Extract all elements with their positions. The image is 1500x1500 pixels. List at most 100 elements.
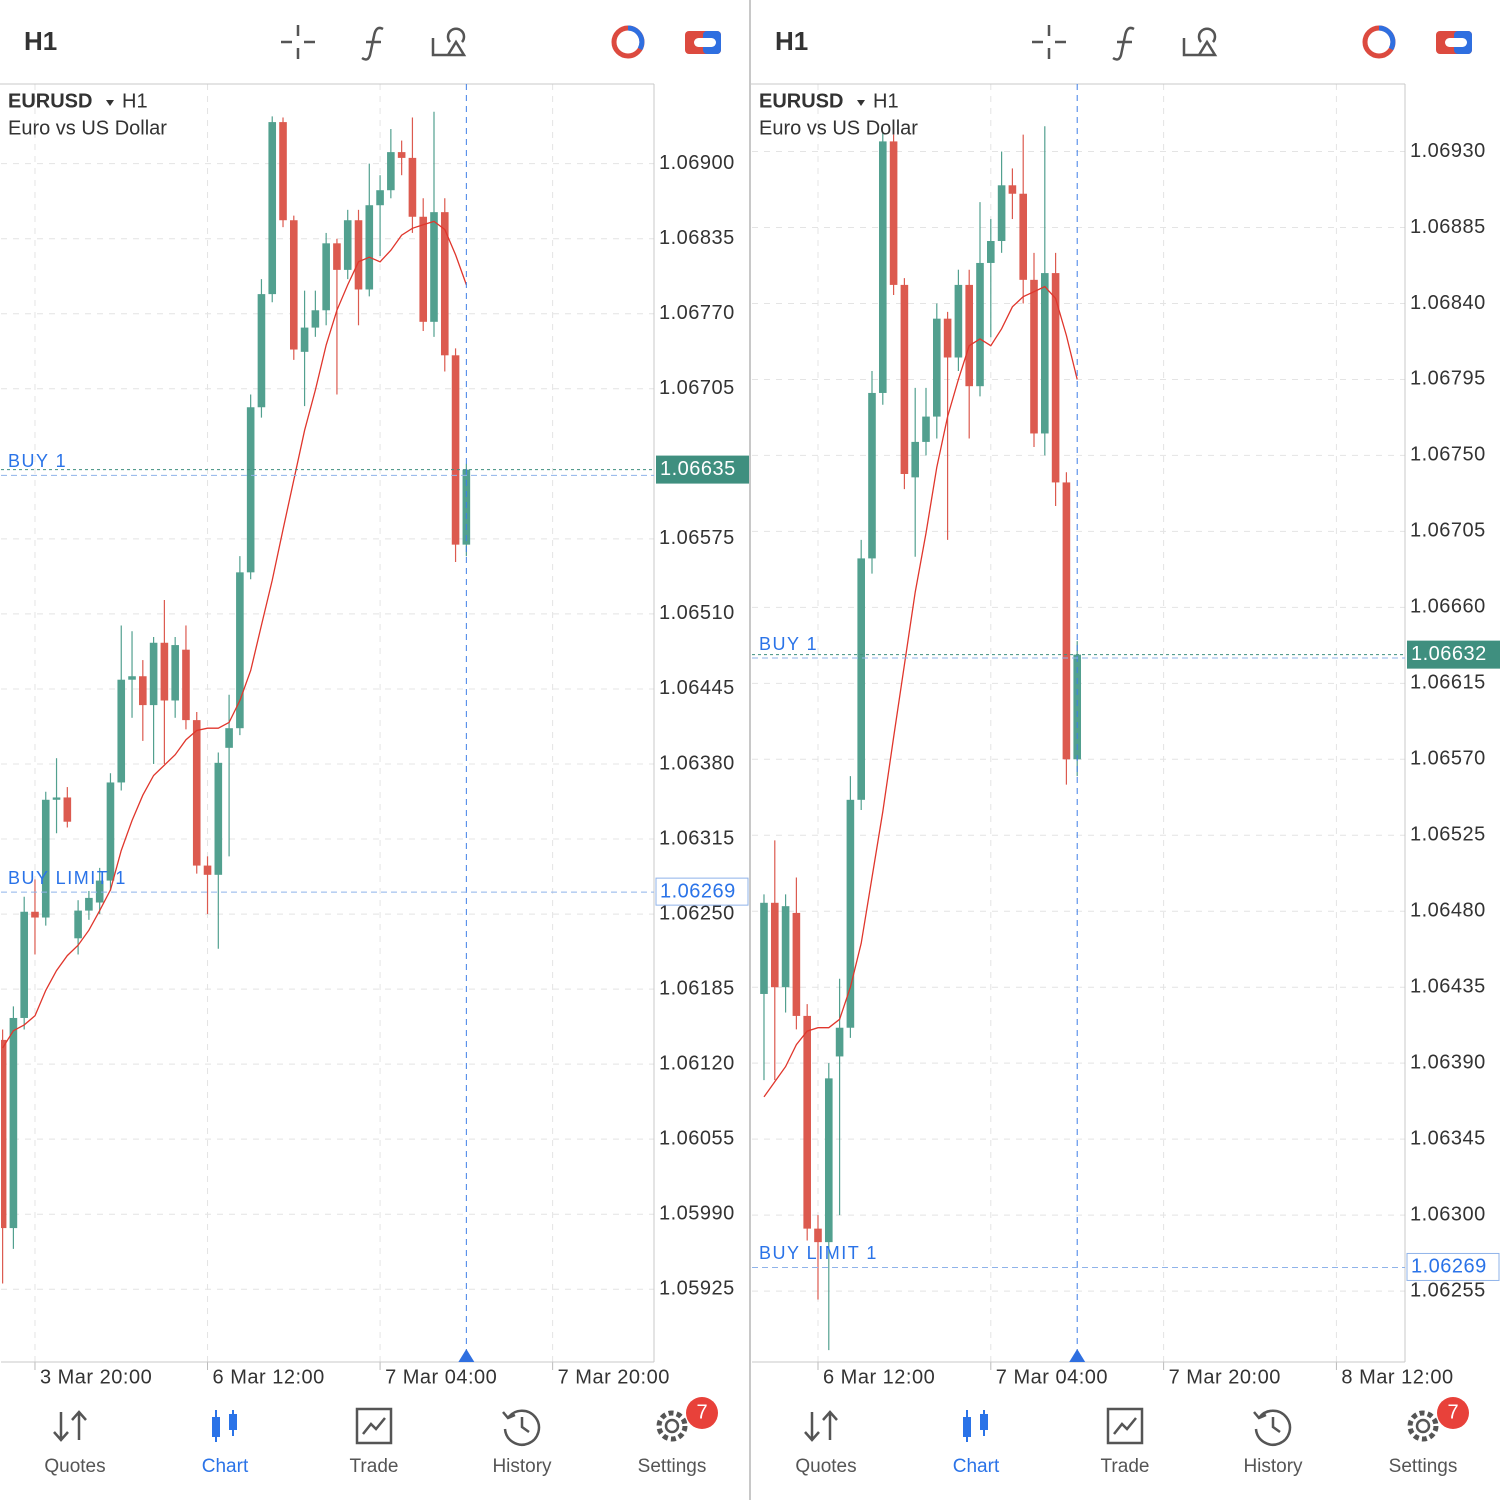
candle-body <box>824 1078 833 1243</box>
tab-icon[interactable] <box>215 1410 234 1442</box>
x-tick-label: 6 Mar 12:00 <box>213 1366 325 1388</box>
tab-icon[interactable] <box>804 1410 838 1442</box>
tab-label[interactable]: Trade <box>350 1456 399 1477</box>
candle-body <box>922 416 930 442</box>
trade-icon-arc[interactable] <box>627 25 645 51</box>
candle-body <box>451 355 460 545</box>
y-tick-label: 1.06900 <box>659 152 735 174</box>
candle-body <box>128 676 136 680</box>
candle-body <box>376 190 384 206</box>
current-bar-marker <box>1069 1349 1086 1362</box>
indicators-icon[interactable] <box>361 26 384 61</box>
tab-icon[interactable] <box>1407 1410 1439 1442</box>
bid-price: 1.06635 <box>660 458 736 480</box>
candle-body <box>846 799 855 1028</box>
tab-icon[interactable] <box>1253 1409 1292 1446</box>
candle-body <box>408 157 417 217</box>
candle-body <box>1073 654 1082 760</box>
tab-label[interactable]: Chart <box>953 1456 1000 1477</box>
tab-icon[interactable] <box>1415 1418 1431 1434</box>
objects-icon[interactable] <box>431 27 467 57</box>
toolbar-timeframe[interactable]: H1 <box>24 26 57 56</box>
y-tick-label: 1.06885 <box>1410 216 1486 238</box>
tab-icon[interactable] <box>966 1410 985 1442</box>
candle-body <box>149 642 158 706</box>
tab-label[interactable]: Chart <box>202 1456 249 1477</box>
order-label: BUY LIMIT 1 <box>759 1243 878 1263</box>
symbol-dropdown <box>857 100 865 106</box>
current-bar-marker <box>458 1349 475 1362</box>
symbol-description: Euro vs US Dollar <box>8 117 167 139</box>
symbol: EURUSD <box>8 90 92 112</box>
toolbar-timeframe[interactable]: H1 <box>775 26 808 56</box>
y-tick-label: 1.06390 <box>1410 1051 1486 1073</box>
trade-icon-arc[interactable] <box>1378 25 1396 51</box>
candle-body <box>1051 273 1060 483</box>
tab-icon[interactable] <box>1106 1407 1144 1445</box>
bid-price-box <box>656 455 749 484</box>
candle-body <box>792 912 801 1016</box>
candle-body <box>954 284 963 358</box>
y-tick-label: 1.06525 <box>1410 824 1486 846</box>
candle-body <box>1030 279 1038 434</box>
candle-body <box>760 902 768 994</box>
plot <box>752 84 1405 1362</box>
candle-body <box>31 911 39 918</box>
y-tick-label: 1.06705 <box>1410 520 1486 542</box>
order-price: 1.06269 <box>660 880 736 902</box>
account-icon-pill[interactable] <box>1445 38 1467 47</box>
badge-count: 7 <box>696 1401 707 1423</box>
candle-body <box>85 897 93 911</box>
x-tick-label: 6 Mar 12:00 <box>823 1366 935 1388</box>
candle-body <box>430 212 438 322</box>
tab-label[interactable]: History <box>1243 1456 1303 1477</box>
y-tick-label: 1.06570 <box>1410 748 1486 770</box>
y-tick-label: 1.06315 <box>659 827 735 849</box>
tab-label[interactable]: Quotes <box>795 1456 856 1477</box>
tab-label[interactable]: Settings <box>638 1456 707 1477</box>
y-tick-label: 1.06615 <box>1410 672 1486 694</box>
chart-timeframe: H1 <box>122 90 148 112</box>
y-tick-label: 1.06345 <box>1410 1127 1486 1149</box>
candle-body <box>781 906 790 988</box>
tab-icon[interactable] <box>53 1410 87 1442</box>
candle-body <box>803 1015 811 1229</box>
plot <box>1 84 654 1362</box>
candle-body <box>397 152 406 158</box>
y-tick-label: 1.06255 <box>1410 1279 1486 1301</box>
y-tick-label: 1.06120 <box>659 1052 735 1074</box>
candle-body <box>41 799 50 918</box>
candle-body <box>203 865 212 875</box>
y-tick-label: 1.06185 <box>659 977 735 999</box>
bid-price: 1.06632 <box>1411 643 1487 665</box>
tab-label[interactable]: Trade <box>1101 1456 1150 1477</box>
account-icon-pill[interactable] <box>694 38 716 47</box>
candle-body <box>74 910 82 939</box>
candle-body <box>932 318 941 417</box>
indicators-icon[interactable] <box>1112 26 1135 61</box>
tab-icon[interactable] <box>355 1407 393 1445</box>
candle-body <box>814 1228 822 1243</box>
candle-body <box>246 407 255 573</box>
tab-label[interactable]: History <box>492 1456 552 1477</box>
x-tick-label: 7 Mar 20:00 <box>558 1366 670 1388</box>
tab-icon[interactable] <box>656 1410 688 1442</box>
tab-icon[interactable] <box>502 1409 541 1446</box>
candle-body <box>997 185 1006 242</box>
candle-body <box>52 797 61 800</box>
candle-body <box>419 216 428 322</box>
moving-average <box>763 285 1078 1098</box>
candle-body <box>440 212 449 356</box>
candle-body <box>214 762 223 875</box>
y-tick-label: 1.06380 <box>659 752 735 774</box>
symbol: EURUSD <box>759 90 843 112</box>
objects-icon[interactable] <box>1182 27 1218 57</box>
y-tick-label: 1.05990 <box>659 1203 735 1225</box>
tab-label[interactable]: Quotes <box>44 1456 105 1477</box>
candle-body <box>289 220 298 350</box>
tab-label[interactable]: Settings <box>1389 1456 1458 1477</box>
candle-body <box>976 262 984 387</box>
x-tick-label: 7 Mar 20:00 <box>1169 1366 1281 1388</box>
tab-icon[interactable] <box>664 1418 680 1434</box>
y-tick-label: 1.06300 <box>1410 1203 1486 1225</box>
